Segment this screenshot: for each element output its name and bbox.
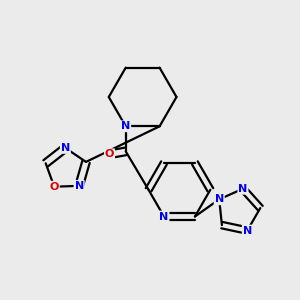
Text: O: O <box>105 149 114 159</box>
Text: N: N <box>121 121 130 131</box>
Text: N: N <box>74 181 84 191</box>
Text: N: N <box>61 143 70 153</box>
Text: N: N <box>243 226 252 236</box>
Text: N: N <box>159 212 169 221</box>
Text: O: O <box>50 182 59 192</box>
Text: N: N <box>238 184 248 194</box>
Text: N: N <box>214 194 224 204</box>
